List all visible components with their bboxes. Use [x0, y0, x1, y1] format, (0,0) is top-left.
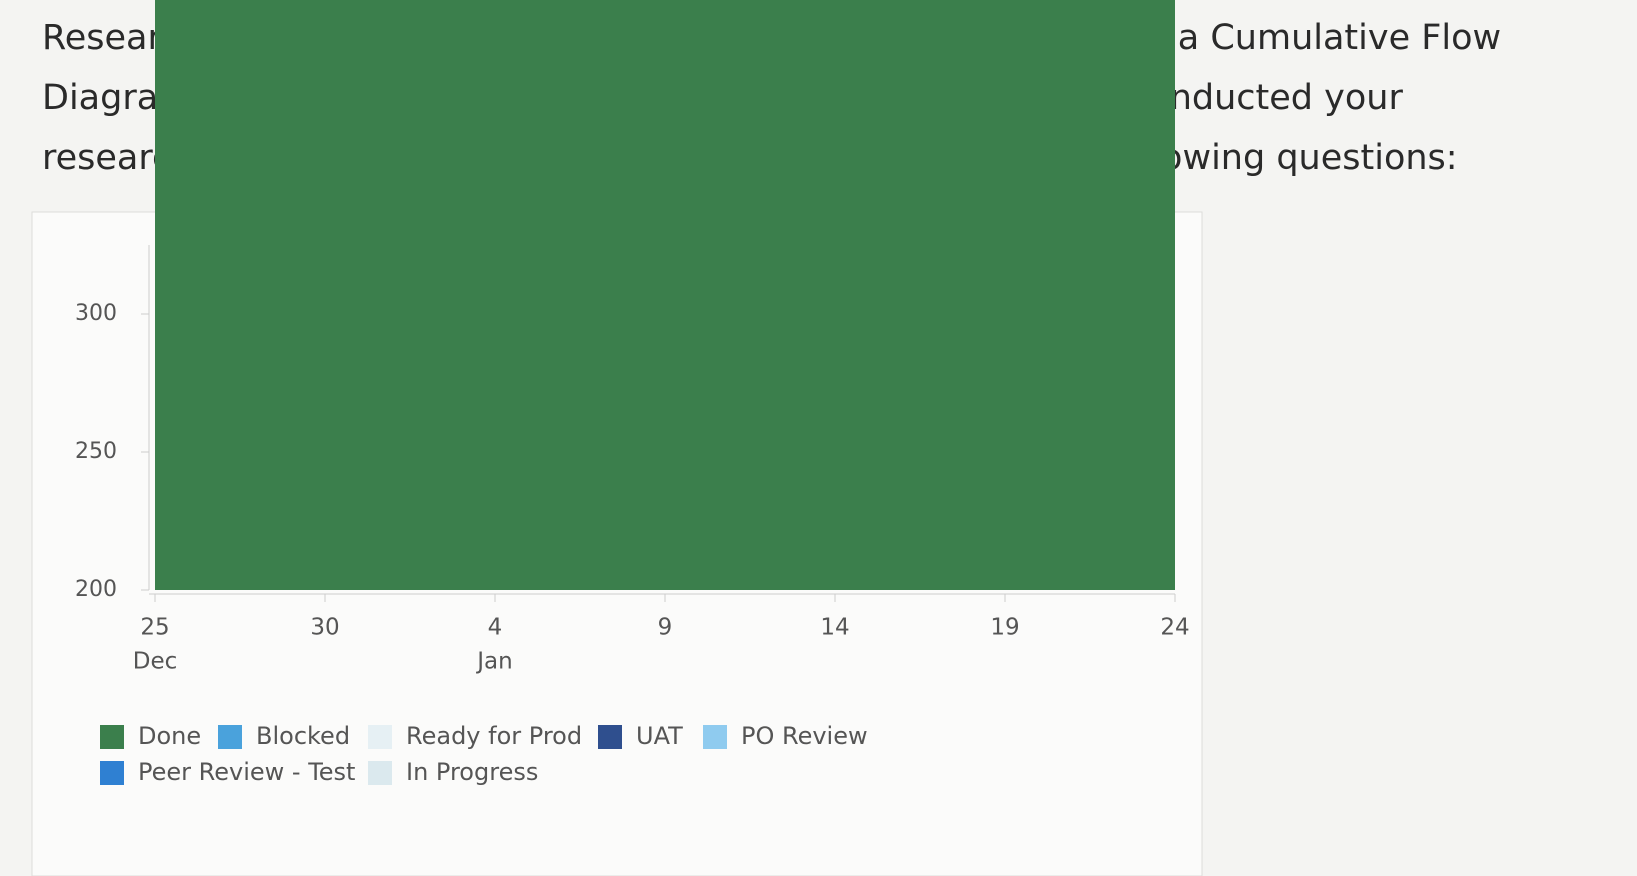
x-tick-label: 24 — [1160, 615, 1189, 641]
x-tick-sublabel: Dec — [133, 649, 178, 675]
legend-swatch — [368, 761, 392, 785]
legend-label: Peer Review - Test — [138, 758, 355, 786]
legend-swatch — [703, 725, 727, 749]
legend-swatch — [598, 725, 622, 749]
legend-label: UAT — [636, 722, 683, 750]
legend-label: PO Review — [741, 722, 868, 750]
x-tick-label: 30 — [310, 615, 339, 641]
x-tick-label: 19 — [990, 615, 1019, 641]
x-tick-sublabel: Jan — [475, 649, 512, 675]
legend-label: In Progress — [406, 758, 538, 786]
area — [155, 0, 1175, 590]
y-tick-label: 300 — [75, 301, 117, 326]
legend-label: Blocked — [256, 722, 350, 750]
legend-swatch — [100, 761, 124, 785]
x-tick-label: 4 — [488, 615, 503, 641]
legend-label: Ready for Prod — [406, 722, 582, 750]
y-tick-label: 250 — [75, 439, 117, 464]
x-tick-label: 9 — [658, 615, 673, 641]
legend-swatch — [100, 725, 124, 749]
legend-label: Done — [138, 722, 201, 750]
y-tick-label: 200 — [75, 577, 117, 602]
legend-swatch — [368, 725, 392, 749]
x-tick-label: 14 — [820, 615, 849, 641]
x-tick-label: 25 — [140, 615, 169, 641]
legend-swatch — [218, 725, 242, 749]
